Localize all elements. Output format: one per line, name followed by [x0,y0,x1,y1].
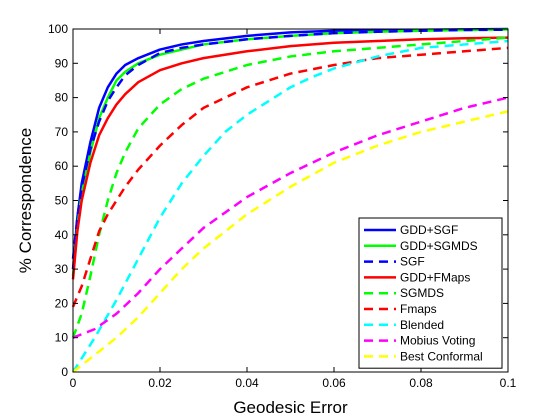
series-line-blended [71,39,509,373]
y-tick-label: 90 [55,56,69,70]
x-tick-label: 0 [70,376,77,390]
series-line-best-conformal [72,110,509,373]
y-tick-label: 50 [55,194,69,208]
series-line-gdd-fmaps [71,36,509,280]
series-line-mobius-voting [72,96,509,339]
x-tick-label: 0.1 [500,376,517,390]
y-tick-label: 40 [55,228,69,242]
y-tick-label: 80 [55,91,69,105]
series-line-gdd-sgf [71,27,509,270]
legend-label: Blended [400,318,444,332]
series-line-fmaps [71,46,509,308]
series-line-sgmds [71,36,509,339]
legend-label: SGF [400,255,425,269]
x-tick-label: 0.02 [148,376,172,390]
ticks-layer: 0 0.02 0.04 0.06 0.08 0.1 0 10 20 30 40 50 60 70 80 90 1… [48,22,517,390]
legend-label: GDD+SGMDS [400,239,478,253]
legend-label: Mobius Voting [400,334,475,348]
x-tick-label: 0.04 [235,376,259,390]
legend-label: GDD+SGF [400,223,458,237]
legend-label: Fmaps [400,302,437,316]
series-line-sgf [71,28,509,259]
x-tick-label: 0.08 [409,376,433,390]
y-tick-label: 0 [61,365,68,379]
y-axis-label: % Correspondence [16,128,35,274]
legend-label: Best Conformal [400,349,483,363]
y-tick-label: 20 [55,296,69,310]
x-tick-label: 0.06 [322,376,346,390]
y-tick-label: 100 [48,22,68,36]
y-tick-label: 70 [55,125,69,139]
x-axis-label: Geodesic Error [233,398,348,417]
y-tick-label: 10 [55,331,69,345]
y-tick-label: 30 [55,262,69,276]
series-layer [71,27,509,373]
y-tick-label: 60 [55,159,69,173]
legend-label: SGMDS [400,286,444,300]
legend-label: GDD+FMaps [400,270,470,284]
